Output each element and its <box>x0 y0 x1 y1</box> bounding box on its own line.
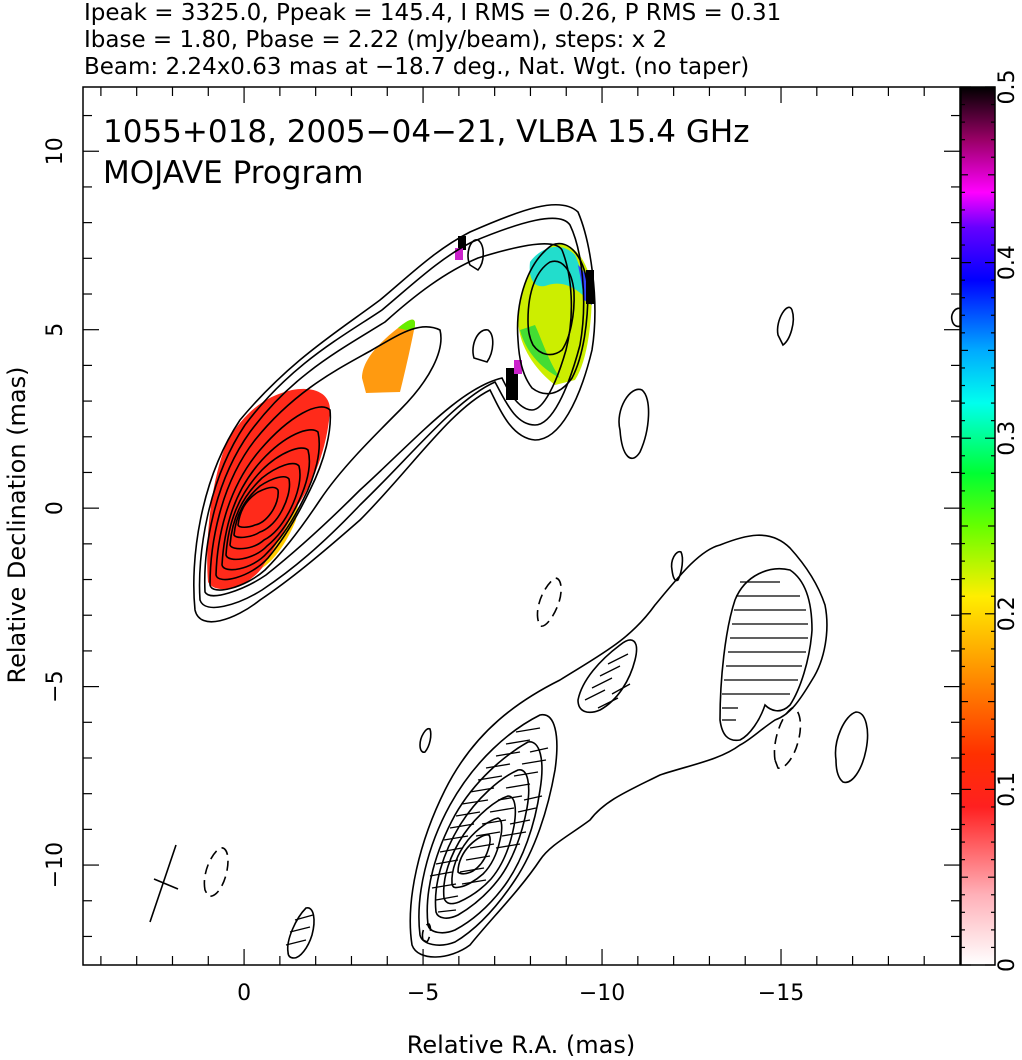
x-tick-label: −10 <box>579 981 625 1006</box>
isolated-contour-ellipse-1 <box>618 388 650 459</box>
black-pixel-patch-2 <box>458 236 466 250</box>
polarization-vectors <box>285 581 808 946</box>
core-polarization-color <box>207 388 330 590</box>
x-tick-label: −15 <box>758 981 804 1006</box>
axis-ticks <box>83 87 960 965</box>
magenta-pixel-patch-2 <box>455 248 463 260</box>
colorbar-ticks <box>961 86 995 966</box>
colorbar-tick-label: 0.4 <box>995 245 1020 280</box>
colorbar-tick-label: 0.2 <box>995 596 1020 631</box>
x-tick-label: 0 <box>237 981 251 1006</box>
y-tick-labels: 10 5 0 −5 −10 <box>43 137 68 888</box>
x-tick-labels: 0 −5 −10 −15 <box>237 981 804 1006</box>
program-label: MOJAVE Program <box>103 155 363 191</box>
y-tick-label: −5 <box>43 670 68 702</box>
black-pixel-patch-3 <box>586 270 594 304</box>
colorbar-tick-labels: 0 0.1 0.2 0.3 0.4 0.5 <box>995 70 1020 973</box>
x-tick-label: −5 <box>407 981 439 1006</box>
edge-contour <box>950 307 960 328</box>
y-tick-label: 10 <box>43 137 68 165</box>
colorbar-tick-label: 0.1 <box>995 772 1020 807</box>
y-tick-label: 0 <box>43 501 68 515</box>
header-line-2: Ibase = 1.80, Pbase = 2.22 (mJy/beam), s… <box>84 27 667 53</box>
y-axis-label: Relative Declination (mas) <box>3 366 31 683</box>
isolated-contour-ellipse-2 <box>776 306 795 347</box>
x-axis-label: Relative R.A. (mas) <box>407 1031 635 1059</box>
beam-marker <box>149 844 179 923</box>
header-line-1: Ipeak = 3325.0, Ppeak = 145.4, I RMS = 0… <box>84 0 781 26</box>
knot1-edge-color <box>398 319 416 330</box>
map-area: 1055+018, 2005−04−21, VLBA 15.4 GHz MOJA… <box>103 114 960 959</box>
negative-contours <box>203 577 802 944</box>
colorbar-tick-label: 0.5 <box>995 70 1020 105</box>
knot1-polarization-color <box>362 319 416 393</box>
upper-contours <box>193 203 960 623</box>
plot-frame <box>82 86 961 966</box>
y-tick-label: −10 <box>43 842 68 888</box>
colorbar-tick-label: 0 <box>995 958 1020 972</box>
colorbar-tick-label: 0.3 <box>995 421 1020 456</box>
header-line-3: Beam: 2.24x0.63 mas at −18.7 deg., Nat. … <box>84 54 749 80</box>
y-tick-label: 5 <box>43 323 68 337</box>
magenta-pixel-patch-1 <box>514 360 522 374</box>
lower-contours <box>286 534 869 959</box>
source-label: 1055+018, 2005−04−21, VLBA 15.4 GHz <box>103 114 749 150</box>
